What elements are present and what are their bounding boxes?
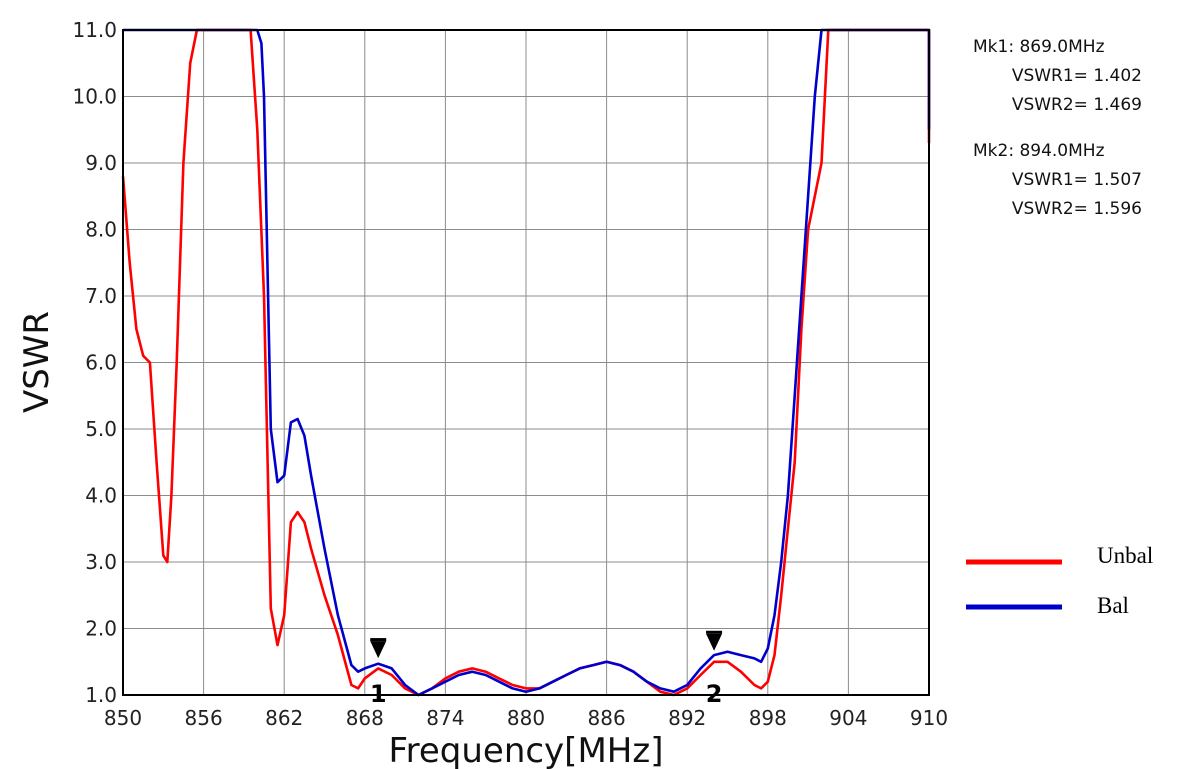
legend: Unbal Bal bbox=[966, 543, 1153, 618]
marker-readout-2: Mk2: 894.0MHz VSWR1= 1.507 VSWR2= 1.596 bbox=[973, 141, 1142, 219]
mk1-freq: Mk1: 869.0MHz bbox=[973, 37, 1105, 57]
legend-label-unbal: Unbal bbox=[1097, 543, 1153, 568]
x-tick-label: 886 bbox=[588, 706, 626, 730]
x-tick-label: 880 bbox=[507, 706, 545, 730]
mk2-vswr2: VSWR2= 1.596 bbox=[1012, 199, 1142, 219]
y-tick-label: 3.0 bbox=[85, 550, 117, 574]
mk2-vswr1: VSWR1= 1.507 bbox=[1012, 170, 1142, 190]
y-tick-label: 8.0 bbox=[85, 218, 117, 242]
x-tick-label: 868 bbox=[346, 706, 384, 730]
y-tick-label: 6.0 bbox=[85, 351, 117, 375]
x-tick-label: 874 bbox=[426, 706, 464, 730]
y-tick-label: 11.0 bbox=[72, 18, 117, 42]
x-tick-labels: 850 856 862 868 874 880 886 892 898 904 910 bbox=[104, 706, 948, 730]
plot-frame bbox=[122, 29, 930, 696]
x-tick-label: 856 bbox=[185, 706, 223, 730]
marker-readout-1: Mk1: 869.0MHz VSWR1= 1.402 VSWR2= 1.469 bbox=[973, 37, 1142, 115]
y-tick-label: 10.0 bbox=[72, 85, 117, 109]
y-tick-label: 5.0 bbox=[85, 417, 117, 441]
y-tick-label: 9.0 bbox=[85, 151, 117, 175]
x-tick-label: 910 bbox=[910, 706, 948, 730]
y-tick-label: 4.0 bbox=[85, 484, 117, 508]
x-tick-label: 898 bbox=[749, 706, 787, 730]
mk1-vswr2: VSWR2= 1.469 bbox=[1012, 95, 1142, 115]
y-tick-labels: 1.0 2.0 3.0 4.0 5.0 6.0 7.0 8.0 9.0 10.0 11.0 bbox=[72, 18, 117, 707]
mk1-vswr1: VSWR1= 1.402 bbox=[1012, 66, 1142, 86]
marker-cap-1 bbox=[370, 638, 387, 642]
marker-triangle-1 bbox=[370, 641, 387, 659]
series-line-bal bbox=[123, 28, 931, 697]
x-tick-label: 904 bbox=[829, 706, 867, 730]
mk2-freq: Mk2: 894.0MHz bbox=[973, 141, 1105, 161]
x-axis-title: Frequency[MHz] bbox=[389, 731, 664, 769]
y-tick-label: 7.0 bbox=[85, 284, 117, 308]
legend-label-bal: Bal bbox=[1097, 593, 1129, 618]
x-tick-label: 850 bbox=[104, 706, 142, 730]
x-tick-label: 892 bbox=[668, 706, 706, 730]
y-tick-label: 1.0 bbox=[85, 683, 117, 707]
y-tick-label: 2.0 bbox=[85, 617, 117, 641]
x-tick-label: 862 bbox=[265, 706, 303, 730]
y-axis-title: VSWR bbox=[17, 311, 57, 413]
marker-triangle-2 bbox=[706, 633, 723, 651]
marker-cap-2 bbox=[706, 630, 723, 634]
grid bbox=[123, 30, 929, 695]
